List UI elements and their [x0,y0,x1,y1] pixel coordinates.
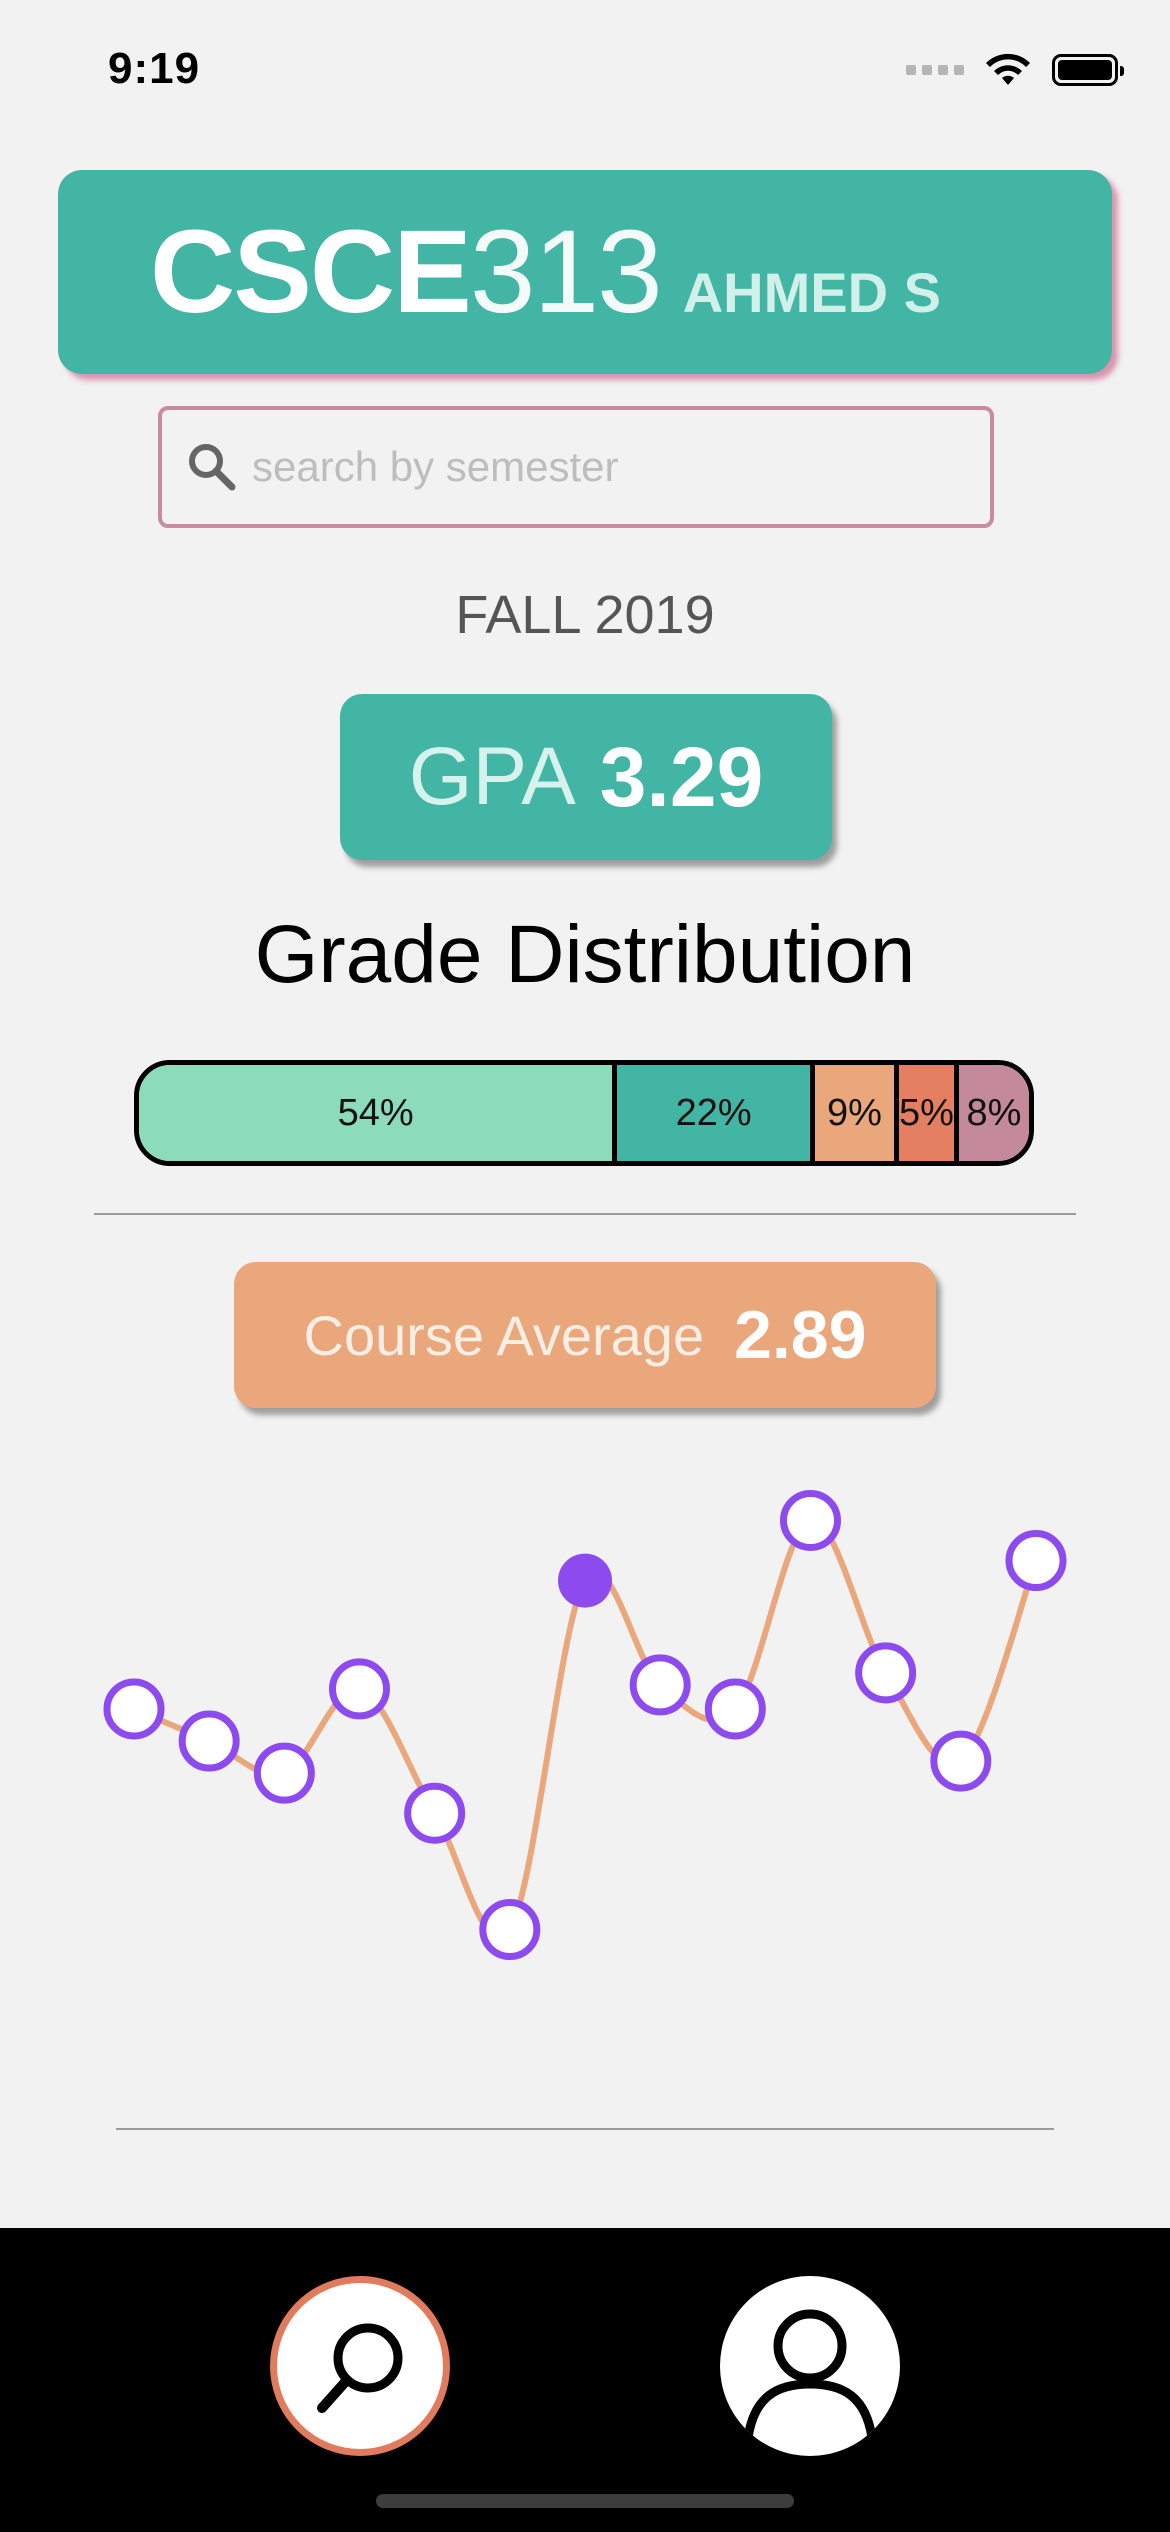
home-indicator [376,2494,794,2508]
search-bar[interactable] [158,406,994,528]
distribution-segment: 5% [898,1065,959,1161]
chart-point-selected[interactable] [558,1553,612,1608]
course-average-line-chart [103,1489,1067,1961]
chart-point[interactable] [1005,1530,1067,1592]
wifi-icon [986,53,1030,85]
course-average-label: Course Average [303,1303,705,1367]
search-input[interactable] [252,443,952,491]
chart-point[interactable] [404,1782,466,1844]
chart-point[interactable] [178,1710,240,1772]
grade-distribution-title: Grade Distribution [254,909,916,1000]
chart-point[interactable] [930,1730,992,1792]
divider [94,1213,1076,1215]
chart-point[interactable] [103,1678,165,1740]
chart-point[interactable] [704,1678,766,1740]
chart-point[interactable] [329,1658,390,1720]
chart-point[interactable] [629,1654,691,1716]
chart-point[interactable] [855,1642,917,1704]
tab-bar [0,2228,1170,2532]
grade-distribution-bar: 54% 22% 9% 5% 8% [134,1060,1034,1166]
distribution-segment: 8% [958,1065,1029,1161]
course-number: 313 [469,206,663,338]
instructor-name: AHMED S [682,261,941,324]
divider [116,2128,1054,2130]
cellular-signal-icon [906,65,964,75]
tab-profile[interactable] [720,2276,900,2456]
status-time: 9:19 [108,44,201,93]
profile-icon [743,2309,877,2439]
gpa-value: 3.29 [599,729,764,824]
course-code: CSCE [150,206,472,338]
gpa-badge: GPA 3.29 [340,694,832,860]
course-title: CSCE 313 AHMED S [150,204,941,340]
course-average-value: 2.89 [734,1297,867,1373]
semester-label: FALL 2019 [455,585,715,645]
course-average-badge: Course Average 2.89 [234,1262,936,1408]
chart-point[interactable] [780,1489,841,1551]
gpa-label: GPA [408,731,576,822]
distribution-segment: 54% [139,1065,618,1161]
tab-search[interactable] [270,2276,450,2456]
search-icon [189,444,236,491]
search-icon [317,2323,403,2413]
chart-point[interactable] [479,1899,541,1961]
chart-point[interactable] [253,1742,315,1804]
course-header: CSCE 313 AHMED S [58,170,1112,374]
status-icons [906,52,1124,88]
distribution-segment: 9% [815,1065,899,1161]
distribution-segment: 22% [617,1065,816,1161]
battery-icon [1052,54,1124,86]
